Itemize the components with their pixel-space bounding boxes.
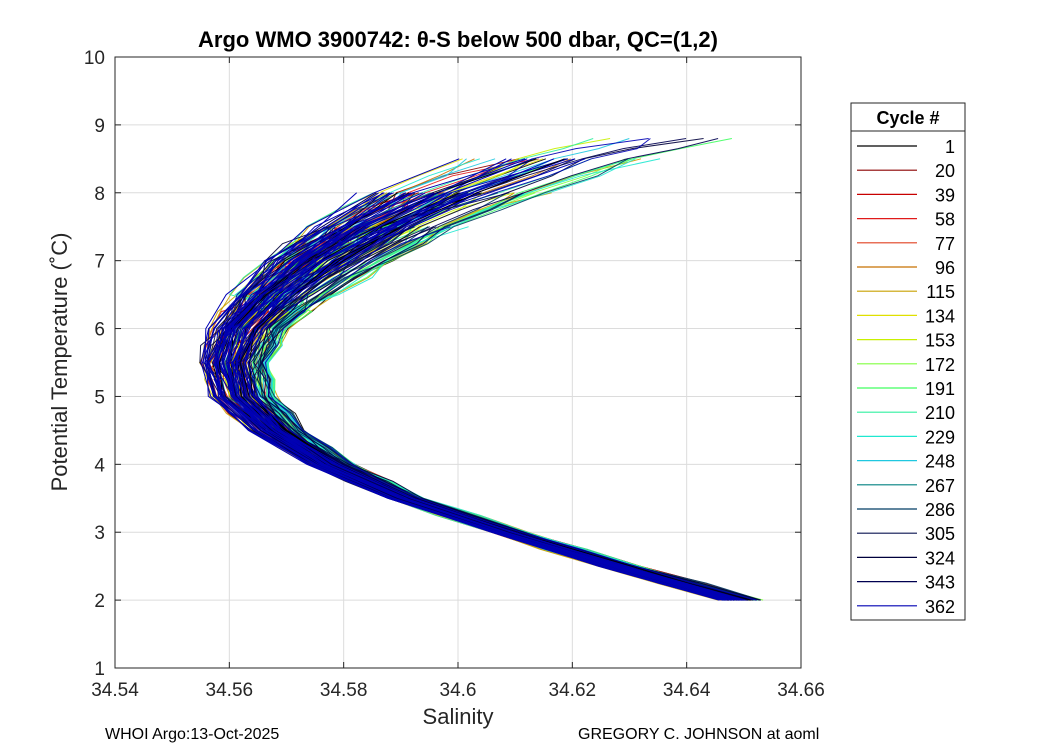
legend: Cycle # 1 20 39 58 77 96 115 134 153 172 191 210 229… <box>850 102 966 621</box>
profile-line <box>204 158 724 601</box>
profile-line <box>223 158 734 601</box>
y-tick-label: 7 <box>94 252 105 273</box>
legend-box <box>850 102 966 621</box>
profile-line <box>224 158 736 601</box>
legend-entry-label: 210 <box>925 403 955 423</box>
footer-right: GREGORY C. JOHNSON at aoml <box>578 726 820 743</box>
profile-line <box>219 158 735 601</box>
profile-line <box>257 226 757 601</box>
x-tick-label: 34.66 <box>777 680 825 701</box>
legend-entry-label: 343 <box>925 573 955 593</box>
legend-entry-label: 305 <box>925 524 955 544</box>
x-tick-label: 34.62 <box>549 680 597 701</box>
y-tick-label: 2 <box>94 591 105 612</box>
legend-entry-label: 77 <box>935 234 955 254</box>
chart-title: Argo WMO 3900742: θ-S below 500 dbar, QC… <box>198 27 718 52</box>
profile-line <box>247 192 746 601</box>
x-tick-label: 34.56 <box>206 680 254 701</box>
y-tick-label: 3 <box>94 523 105 544</box>
profile-line <box>244 192 744 601</box>
profile-line <box>247 226 749 601</box>
x-tick-label: 34.64 <box>663 680 711 701</box>
legend-entry-label: 248 <box>925 452 955 472</box>
y-tick-label: 1 <box>94 659 105 680</box>
legend-title: Cycle # <box>876 108 939 128</box>
profile-line <box>239 192 748 601</box>
profile-line <box>246 226 760 601</box>
legend-entry-label: 229 <box>925 427 955 447</box>
profile-line <box>264 226 757 601</box>
profile-line <box>208 158 723 601</box>
profile-lines <box>199 138 764 601</box>
legend-entries: 1 20 39 58 77 96 115 134 153 172 191 210 229 248 267 28… <box>857 137 955 617</box>
legend-entry-label: 286 <box>925 500 955 520</box>
profile-line <box>249 226 745 601</box>
legend-entry-label: 39 <box>935 185 955 205</box>
x-tick-label: 34.54 <box>91 680 139 701</box>
profile-line <box>227 158 735 601</box>
y-axis-label: Potential Temperature (˚C) <box>47 233 72 492</box>
y-tick-label: 10 <box>84 48 105 69</box>
footer-left: WHOI Argo:13-Oct-2025 <box>105 726 280 743</box>
y-tick-label: 9 <box>94 116 105 137</box>
profile-line <box>260 158 762 601</box>
x-axis-label: Salinity <box>423 704 494 729</box>
profile-line <box>226 158 730 601</box>
legend-entry-label: 267 <box>925 476 955 496</box>
profile-line <box>248 226 747 601</box>
axis-ticks: 34.54 34.56 34.58 34.6 34.62 34.64 34.66 1 2 3 4 5 6… <box>84 48 825 701</box>
profile-line <box>203 158 726 601</box>
legend-entry-label: 324 <box>925 548 955 568</box>
legend-entry-label: 96 <box>935 258 955 278</box>
profile-line <box>251 138 754 601</box>
profile-line <box>238 158 741 601</box>
profile-line <box>228 158 738 601</box>
profile-line <box>248 226 753 601</box>
profile-line <box>249 158 725 601</box>
x-tick-label: 34.58 <box>320 680 368 701</box>
y-tick-label: 6 <box>94 320 105 341</box>
y-tick-label: 5 <box>94 387 105 408</box>
legend-entry-label: 362 <box>925 597 955 617</box>
x-tick-label: 34.6 <box>440 680 477 701</box>
legend-entry-label: 58 <box>935 210 955 230</box>
profile-line <box>200 192 726 601</box>
legend-entry-label: 134 <box>925 306 955 326</box>
y-tick-label: 4 <box>94 455 105 476</box>
profile-line <box>238 158 748 601</box>
profile-line <box>226 158 739 601</box>
profile-line <box>221 158 731 601</box>
profile-line <box>232 192 741 601</box>
legend-entry-label: 172 <box>925 355 955 375</box>
profile-line <box>217 158 734 601</box>
legend-entry-label: 191 <box>925 379 955 399</box>
profile-line <box>246 226 753 601</box>
profile-line <box>200 158 726 601</box>
legend-entry-label: 20 <box>935 161 955 181</box>
profile-line <box>231 158 741 601</box>
legend-entry-label: 115 <box>926 282 955 302</box>
y-tick-label: 8 <box>94 184 105 205</box>
legend-entry-label: 1 <box>945 137 955 157</box>
legend-entry-label: 153 <box>925 331 955 351</box>
profile-line <box>239 158 746 601</box>
profile-line <box>264 226 741 601</box>
